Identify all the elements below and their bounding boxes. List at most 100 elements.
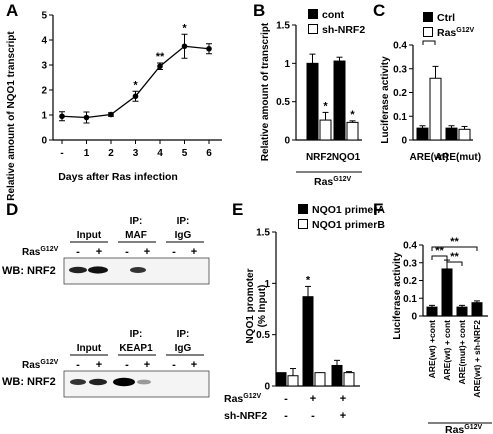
- chart-a-x-tick-label: -: [60, 148, 63, 159]
- blot-bottom-band-2: [89, 378, 107, 386]
- blot-bottom-sign-3: -: [125, 359, 129, 371]
- chart-b-bar: [346, 121, 359, 141]
- chart-a-x-tick-label: 4: [157, 148, 163, 159]
- chart-e-row1-c2: +: [310, 393, 316, 405]
- blot-top-ras-label: RasG12V: [22, 246, 59, 258]
- chart-e-bar: [314, 372, 326, 387]
- blot-bottom-sign-4: +: [144, 359, 150, 371]
- chart-f-y-tick-label: 0.3: [403, 258, 417, 269]
- chart-e-y-tick-label: 1: [264, 279, 270, 290]
- chart-c-y-tick-label: 0.4: [393, 41, 407, 52]
- chart-f-x-tick-label: ARE(wt) + sh-NRF2: [472, 320, 482, 398]
- chart-e-y-tick-label: 1.5: [256, 228, 270, 239]
- chart-f: Luciferase activity 0 0.1 0.2 0.3 0.4 ARE(wt)…: [392, 236, 492, 434]
- chart-a-x-tick-label: 5: [182, 148, 188, 159]
- chart-c-bar: [429, 77, 442, 141]
- blot-top-band-2: [88, 266, 108, 274]
- blot-bottom-col-input: Input: [77, 343, 102, 354]
- chart-f-y-tick-label: 0.1: [403, 294, 417, 305]
- chart-c-x-tick-label: ARE(wt): [410, 152, 449, 163]
- chart-a-significance: **: [156, 51, 165, 63]
- chart-e-row2-c2: -: [311, 410, 315, 422]
- chart-c-bar: [445, 127, 458, 141]
- chart-e-bar: [287, 375, 299, 387]
- chart-e-ylabel-1: NQO1 promoter: [245, 268, 256, 343]
- chart-f-y-tick-label: 0: [411, 312, 417, 323]
- chart-b-legend-cont: cont: [322, 9, 345, 21]
- chart-c-y-tick-label: 0.3: [393, 64, 407, 75]
- blot-bottom-band-3: [113, 377, 135, 387]
- chart-b: Relative amount of transcript 0 0.5 1 1.5 NR…: [260, 9, 365, 188]
- chart-e-y-tick-label: 0.5: [256, 330, 270, 341]
- blot-bottom-membrane: [63, 370, 210, 398]
- blot-top-col-ip-maf-1: IP:: [130, 216, 143, 227]
- blot-top-sign-3: -: [125, 246, 129, 258]
- chart-b-y-tick-label: 1.5: [276, 21, 290, 32]
- panel-label-c: C: [373, 1, 385, 20]
- chart-b-plot: 0 0.5 1 1.5 NRF2 * NQO1 *: [276, 21, 362, 163]
- chart-c-bracket: [422, 40, 436, 45]
- blot-top-band-1: [69, 266, 87, 274]
- chart-f-significance: **: [435, 245, 444, 257]
- chart-b-x-tick-label: NQO1: [332, 152, 361, 163]
- chart-f-bar: [426, 306, 438, 317]
- chart-a-y-tick-label: 0: [41, 136, 47, 147]
- chart-e-bar: [275, 372, 287, 387]
- chart-f-y-tick-label: 0.2: [403, 276, 417, 287]
- panel-label-f: F: [373, 200, 383, 219]
- panel-label-b: B: [253, 1, 265, 20]
- panel-label-e: E: [232, 200, 243, 219]
- chart-c-bar: [458, 128, 471, 141]
- chart-f-ylabel: Luciferase activity: [392, 252, 403, 340]
- chart-c-y-tick-label: 0.1: [393, 112, 407, 123]
- chart-b-bar: [306, 62, 319, 141]
- blot-bottom-col-ip-keap-1: IP:: [130, 329, 143, 340]
- blot-top: Input IP: MAF IP: IgG RasG12V - + - + - …: [2, 216, 210, 285]
- chart-a-y-tick-label: 4: [41, 36, 47, 47]
- chart-b-x-tick-label: NRF2: [306, 152, 333, 163]
- blot-top-sign-4: +: [144, 246, 150, 258]
- chart-f-x-tick-label: ARE(wt) + cont: [442, 320, 452, 381]
- chart-e-y-tick-label: 0: [264, 382, 270, 393]
- chart-c-y-tick-label: 0.2: [393, 88, 407, 99]
- chart-e-row2-label: sh-NRF2: [224, 410, 267, 422]
- blot-top-col-ip-igg-1: IP:: [177, 216, 190, 227]
- chart-b-y-tick-label: 0.5: [276, 97, 290, 108]
- chart-f-x-tick-label: ARE(wt) +cont: [427, 320, 437, 378]
- chart-a: Relative amount of NQO1 transcript Days …: [6, 11, 222, 201]
- chart-e-bar: [343, 372, 355, 387]
- blot-bottom-band-4: [137, 379, 151, 385]
- blot-bottom-sign-1: -: [76, 359, 80, 371]
- chart-f-bracket: [431, 246, 478, 251]
- chart-f-bar: [456, 306, 468, 317]
- chart-e-bar: [331, 364, 343, 387]
- chart-a-x-tick-label: 6: [206, 148, 212, 159]
- chart-a-point: [157, 63, 163, 70]
- chart-f-significance: **: [450, 236, 459, 248]
- chart-a-x-tick-label: 2: [108, 148, 114, 159]
- chart-b-ylabel: Relative amount of transcript: [260, 22, 271, 161]
- blot-bottom-sign-2: +: [96, 359, 102, 371]
- chart-b-significance: *: [323, 100, 328, 112]
- blot-bottom-col-ip-keap-2: KEAP1: [119, 343, 153, 354]
- blot-bottom-sign-6: +: [191, 359, 197, 371]
- chart-a-point: [59, 113, 65, 120]
- chart-b-bar: [333, 60, 346, 141]
- chart-e-plot: 0 0.5 1 1.5 *: [256, 228, 360, 393]
- chart-b-y-tick-label: 0: [284, 136, 290, 147]
- chart-c-y-tick-label: 0: [401, 136, 407, 147]
- chart-e-ylabel-2: (% Input): [257, 285, 268, 328]
- chart-a-significance: *: [133, 79, 138, 91]
- chart-b-bar: [319, 119, 332, 141]
- chart-f-bar: [441, 268, 453, 317]
- chart-e-row2-c1: -: [284, 410, 288, 422]
- chart-c-legend-swatch-ras: [423, 27, 433, 37]
- blot-bottom-sign-5: -: [172, 359, 176, 371]
- chart-c: Luciferase activity 0 0.1 0.2 0.3 0.4 ARE(wt)…: [380, 12, 481, 163]
- blot-bottom-col-ip-igg-1: IP:: [177, 329, 190, 340]
- blot-top-col-ip-maf-2: MAF: [125, 230, 147, 241]
- chart-a-point: [206, 45, 212, 52]
